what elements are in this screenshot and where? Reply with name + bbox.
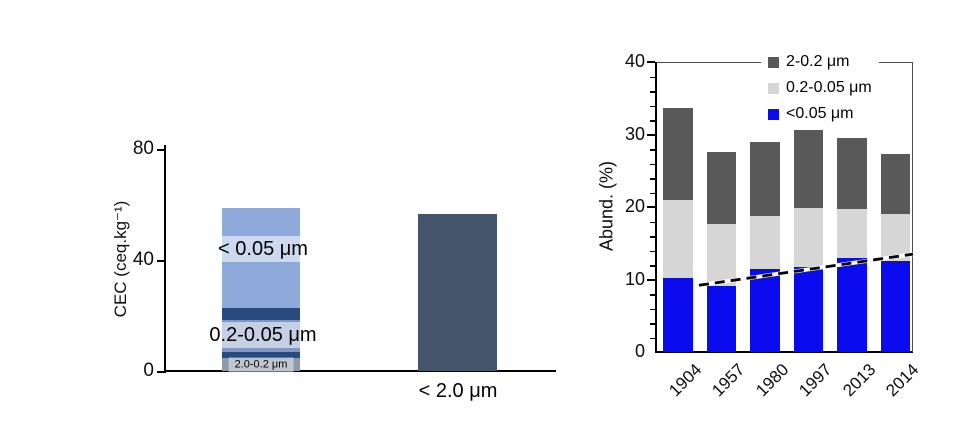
bar-segment <box>706 224 736 287</box>
legend-label: 2-0.2 μm <box>786 53 850 70</box>
segment-label: < 0.05 μm <box>212 236 314 263</box>
bar-segment <box>750 141 780 216</box>
y-axis-line <box>164 145 166 373</box>
y-tick-label: 40 <box>624 51 645 71</box>
segment-label: 0.2-0.05 μm <box>203 321 323 348</box>
legend-swatch-light-gray-icon <box>768 82 779 94</box>
cec-y-axis-title: CEC (ceq.kg⁻¹) <box>111 200 130 318</box>
x-tick-label: 1980 <box>752 360 793 401</box>
y-minor-tick-mark <box>650 91 655 93</box>
y-minor-tick-mark <box>650 76 655 78</box>
y-minor-tick-mark <box>650 221 655 223</box>
bar-segment <box>706 151 736 225</box>
y-minor-tick-mark <box>650 236 655 238</box>
bar-segment <box>222 358 300 372</box>
y-tick-label: 0 <box>634 341 645 361</box>
x-tick-label: 1904 <box>665 360 706 401</box>
bar-segment <box>793 267 823 352</box>
abund-y-axis-title: Abund. (%) <box>596 160 617 252</box>
y-tick-mark <box>157 148 164 151</box>
x-axis-line <box>655 351 913 353</box>
bar-segment <box>750 269 780 352</box>
x-tick-label: 2013 <box>839 360 880 401</box>
y-minor-tick-mark <box>650 250 655 252</box>
y-minor-tick-mark <box>650 105 655 107</box>
y-minor-tick-mark <box>650 149 655 151</box>
bar-segment <box>750 215 780 270</box>
bar-segment <box>663 107 693 200</box>
y-minor-tick-mark <box>650 337 655 339</box>
bar-segment <box>663 199 693 279</box>
x-tick-label: 1997 <box>795 360 836 401</box>
y-minor-tick-mark <box>650 265 655 267</box>
bar-segment <box>706 286 736 352</box>
plot-frame-right <box>912 62 913 352</box>
bar <box>418 214 497 372</box>
bulk-clay-bar-label: < 2.0 μm <box>412 378 504 404</box>
legend-label: 0.2-0.05 μm <box>786 79 872 96</box>
bar-segment <box>837 257 867 352</box>
y-tick-mark <box>647 61 655 63</box>
y-minor-tick-mark <box>650 178 655 180</box>
y-minor-tick-mark <box>650 323 655 325</box>
y-minor-tick-mark <box>650 308 655 310</box>
y-tick-label: 80 <box>132 137 154 159</box>
bar-segment <box>793 208 823 268</box>
legend-item-fine: <0.05 μm <box>768 101 872 127</box>
y-tick-label: 40 <box>132 248 154 270</box>
legend-swatch-blue-icon <box>768 108 779 120</box>
legend-label: <0.05 μm <box>786 105 854 122</box>
legend: 2-0.2 μm 0.2-0.05 μm <0.05 μm <box>761 46 879 130</box>
bar-segment <box>880 154 910 215</box>
bar-segment <box>837 209 867 258</box>
y-minor-tick-mark <box>650 163 655 165</box>
y-tick-label: 20 <box>624 196 645 216</box>
bar-segment <box>793 127 823 209</box>
bar-segment-separator <box>222 308 300 320</box>
bar-segment <box>880 261 910 352</box>
y-tick-label: 30 <box>624 123 645 144</box>
x-axis-line <box>164 370 556 372</box>
y-tick-label: 0 <box>143 359 154 381</box>
y-tick-mark <box>157 259 164 262</box>
y-tick-mark <box>647 206 655 208</box>
legend-item-coarse: 2-0.2 μm <box>768 49 872 75</box>
y-minor-tick-mark <box>650 192 655 194</box>
y-tick-label: 10 <box>624 268 645 289</box>
legend-item-medium: 0.2-0.05 μm <box>768 75 872 101</box>
y-minor-tick-mark <box>650 120 655 122</box>
bar-segment-separator <box>222 351 300 359</box>
y-tick-mark <box>157 370 164 373</box>
y-tick-mark <box>647 133 655 136</box>
x-tick-label: 2014 <box>882 360 923 401</box>
bar-segment <box>837 138 867 210</box>
legend-swatch-dark-gray-icon <box>768 56 779 68</box>
x-tick-label: 1957 <box>708 360 749 401</box>
bar-segment <box>880 214 910 262</box>
segment-label: 2.0-0.2 μm <box>228 357 294 373</box>
y-minor-tick-mark <box>650 294 655 296</box>
y-tick-mark <box>647 278 655 281</box>
bar-segment <box>663 278 693 352</box>
y-axis-line <box>655 62 657 353</box>
